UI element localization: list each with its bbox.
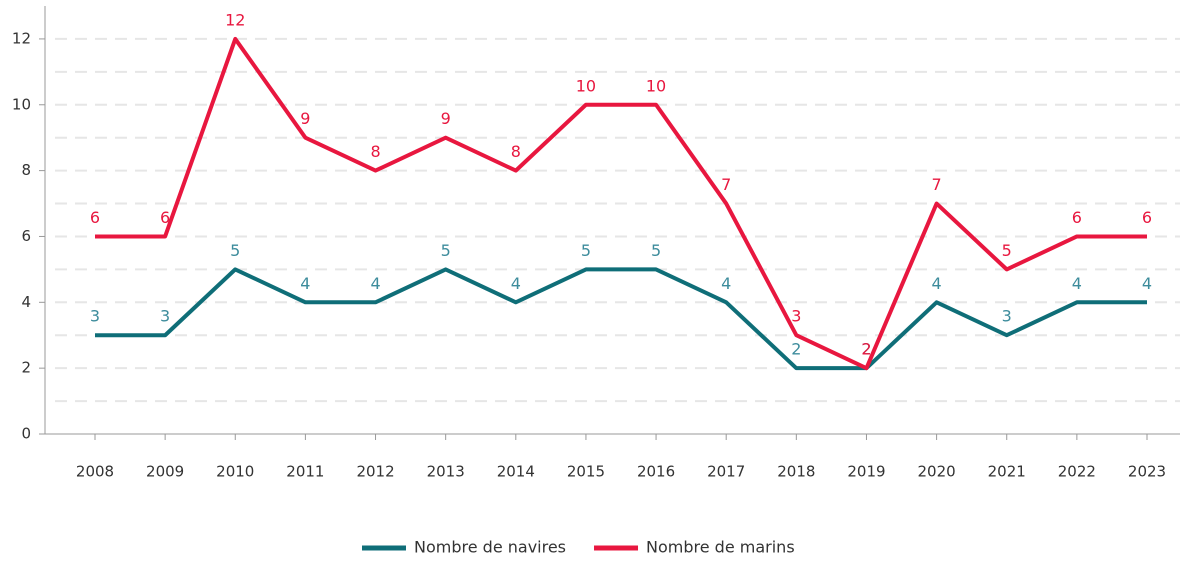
data-label: 6 xyxy=(160,208,170,227)
x-tick-label: 2021 xyxy=(988,463,1026,481)
data-label: 12 xyxy=(225,10,245,29)
y-tick-label: 6 xyxy=(21,227,31,245)
y-tick-label: 12 xyxy=(12,29,31,47)
data-label: 5 xyxy=(1002,241,1012,260)
data-label: 4 xyxy=(370,274,380,293)
data-label: 4 xyxy=(1072,274,1082,293)
data-label: 3 xyxy=(791,307,801,326)
data-label: 5 xyxy=(581,241,591,260)
legend-label: Nombre de navires xyxy=(414,538,566,557)
data-label: 10 xyxy=(646,76,666,95)
x-tick-label: 2012 xyxy=(356,463,394,481)
data-label: 8 xyxy=(370,142,380,161)
data-label: 7 xyxy=(932,175,942,194)
y-tick-label: 4 xyxy=(21,293,31,311)
y-tick-label: 0 xyxy=(21,425,31,443)
data-label: 8 xyxy=(511,142,521,161)
data-label: 9 xyxy=(441,109,451,128)
x-tick-label: 2018 xyxy=(777,463,815,481)
data-label: 5 xyxy=(651,241,661,260)
data-label: 10 xyxy=(576,76,596,95)
data-label: 4 xyxy=(932,274,942,293)
data-label: 6 xyxy=(1142,208,1152,227)
x-tick-label: 2008 xyxy=(76,463,114,481)
x-tick-label: 2019 xyxy=(847,463,885,481)
x-tick-label: 2016 xyxy=(637,463,675,481)
data-label: 5 xyxy=(441,241,451,260)
x-tick-label: 2022 xyxy=(1058,463,1096,481)
data-label: 2 xyxy=(791,340,801,359)
x-tick-label: 2023 xyxy=(1128,463,1166,481)
legend-label: Nombre de marins xyxy=(646,538,795,557)
series-line xyxy=(95,36,1147,371)
y-tick-label: 10 xyxy=(12,95,31,113)
data-label: 2 xyxy=(861,340,871,359)
x-tick-label: 2010 xyxy=(216,463,254,481)
data-label: 6 xyxy=(1072,208,1082,227)
data-label: 3 xyxy=(1002,307,1012,326)
x-tick-label: 2017 xyxy=(707,463,745,481)
data-label: 4 xyxy=(1142,274,1152,293)
data-label: 5 xyxy=(230,241,240,260)
data-label: 4 xyxy=(511,274,521,293)
data-label: 2 xyxy=(861,340,871,359)
data-label: 3 xyxy=(160,307,170,326)
data-label: 6 xyxy=(90,208,100,227)
data-label: 9 xyxy=(300,109,310,128)
data-label: 4 xyxy=(721,274,731,293)
x-tick-label: 2020 xyxy=(918,463,956,481)
series-line xyxy=(95,267,1147,371)
x-tick-label: 2014 xyxy=(497,463,535,481)
data-label: 7 xyxy=(721,175,731,194)
data-label: 3 xyxy=(90,307,100,326)
x-tick-label: 2015 xyxy=(567,463,605,481)
data-label: 4 xyxy=(300,274,310,293)
x-tick-label: 2013 xyxy=(427,463,465,481)
y-tick-label: 8 xyxy=(21,161,31,179)
x-tick-label: 2009 xyxy=(146,463,184,481)
y-tick-label: 2 xyxy=(21,359,31,377)
x-tick-label: 2011 xyxy=(286,463,324,481)
